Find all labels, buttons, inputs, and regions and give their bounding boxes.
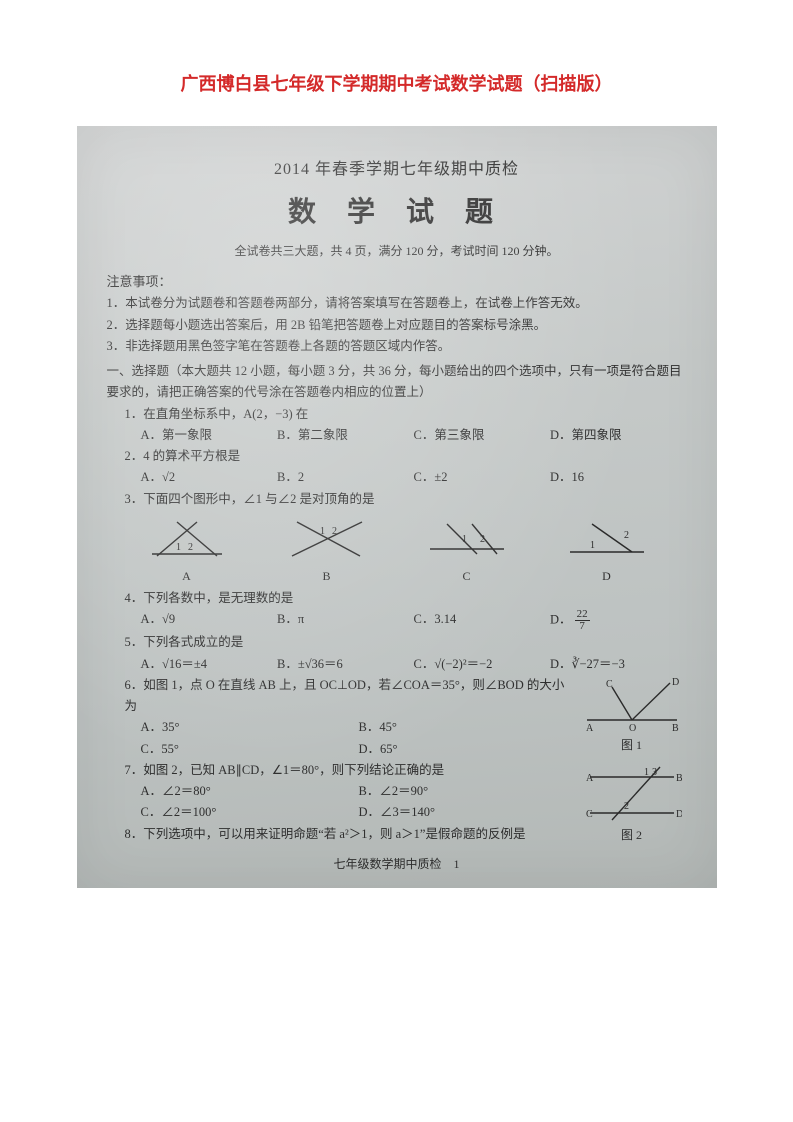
- q1-opt-a: A．第一象限: [141, 425, 278, 446]
- question-3-diagrams: 12 A 12 B 12 C 12 D: [117, 514, 677, 586]
- q1-opt-c: C．第三象限: [414, 425, 551, 446]
- q3-diagram-c: 1 2 C: [422, 514, 512, 586]
- q2-opt-d: D．16: [550, 467, 687, 488]
- notice-item-3: 3．非选择题用黑色签字笔在答题卷上各题的答题区域内作答。: [107, 336, 687, 357]
- question-5: 5．下列各式成立的是: [125, 632, 687, 653]
- section-1-heading: 一、选择题（本大题共 12 小题，每小题 3 分，共 36 分，每小题给出的四个…: [107, 361, 687, 404]
- svg-text:2: 2: [188, 542, 193, 553]
- svg-text:1: 1: [644, 767, 649, 778]
- svg-text:C: C: [606, 679, 613, 690]
- q5-opt-d: D．∛−27＝−3: [550, 654, 687, 675]
- question-4-options: A．√9 B．π C．3.14 D． 22 7: [141, 609, 687, 632]
- exam-title: 数 学 试 题: [107, 189, 687, 237]
- q3-label-d: D: [602, 569, 611, 583]
- scanned-exam-page: 2014 年春季学期七年级期中质检 数 学 试 题 全试卷共三大题，共 4 页，…: [77, 126, 717, 888]
- q4-opt-b: B．π: [277, 609, 414, 632]
- q7-opt-d: D．∠3＝140°: [359, 802, 577, 823]
- exam-subtitle: 全试卷共三大题，共 4 页，满分 120 分，考试时间 120 分钟。: [107, 241, 687, 261]
- question-5-options: A．√16＝±4 B．±√36＝6 C．√(−2)²＝−2 D．∛−27＝−3: [141, 654, 687, 675]
- q7-opt-c: C．∠2＝100°: [141, 802, 359, 823]
- q3-label-a: A: [182, 569, 191, 583]
- svg-text:2: 2: [332, 526, 337, 537]
- question-7: 7．如图 2，已知 AB∥CD，∠1＝80°，则下列结论正确的是: [125, 760, 577, 781]
- q4d-prefix: D．: [550, 613, 572, 627]
- svg-text:2: 2: [624, 801, 629, 812]
- q2-opt-a: A．√2: [141, 467, 278, 488]
- notice-item-2: 2．选择题每小题选出答案后，用 2B 铅笔把答题卷上对应题目的答案标号涂黑。: [107, 315, 687, 336]
- figure-1: A O B C D: [582, 675, 682, 735]
- svg-text:1: 1: [590, 540, 595, 551]
- q7-opt-b: B．∠2＝90°: [359, 781, 577, 802]
- page-footer: 七年级数学期中质检 1: [107, 854, 687, 874]
- q6-opt-b: B．45°: [359, 717, 577, 738]
- svg-text:B: B: [676, 773, 682, 784]
- question-8: 8．下列选项中，可以用来证明命题“若 a²＞1，则 a＞1”是假命题的反例是: [125, 824, 577, 845]
- page-title: 广西博白县七年级下学期期中考试数学试题（扫描版）: [0, 0, 793, 96]
- svg-text:1: 1: [462, 534, 467, 545]
- question-6: 6．如图 1，点 O 在直线 AB 上，且 OC⊥OD，若∠COA＝35°，则∠…: [125, 675, 577, 718]
- question-7-options: A．∠2＝80° B．∠2＝90° C．∠2＝100° D．∠3＝140°: [141, 781, 577, 824]
- q1-opt-b: B．第二象限: [277, 425, 414, 446]
- q4-opt-c: C．3.14: [414, 609, 551, 632]
- question-6-options: A．35° B．45° C．55° D．65°: [141, 717, 577, 760]
- svg-text:A: A: [586, 773, 594, 784]
- q3-diagram-d: 1 2 D: [562, 514, 652, 586]
- figure-2-label: 图 2: [577, 825, 687, 845]
- svg-text:1: 1: [320, 526, 325, 537]
- q2-opt-c: C．±2: [414, 467, 551, 488]
- q6-q7-row: 6．如图 1，点 O 在直线 AB 上，且 OC⊥OD，若∠COA＝35°，则∠…: [107, 675, 687, 846]
- q7-opt-a: A．∠2＝80°: [141, 781, 359, 802]
- q3-diagram-a: 12 A: [142, 514, 232, 586]
- q4d-fraction: 22 7: [575, 609, 590, 632]
- svg-text:D: D: [672, 677, 679, 688]
- q3-label-b: B: [322, 569, 330, 583]
- question-2-options: A．√2 B．2 C．±2 D．16: [141, 467, 687, 488]
- question-4: 4．下列各数中，是无理数的是: [125, 588, 687, 609]
- q6-opt-d: D．65°: [359, 739, 577, 760]
- question-3: 3．下面四个图形中，∠1 与∠2 是对顶角的是: [125, 489, 687, 510]
- svg-text:2: 2: [624, 530, 629, 541]
- svg-text:3: 3: [652, 767, 657, 778]
- question-2: 2．4 的算术平方根是: [125, 446, 687, 467]
- question-1-options: A．第一象限 B．第二象限 C．第三象限 D．第四象限: [141, 425, 687, 446]
- q5-opt-c: C．√(−2)²＝−2: [414, 654, 551, 675]
- figure-2: A B C D 13 2: [582, 755, 682, 825]
- q6-opt-c: C．55°: [141, 739, 359, 760]
- svg-text:D: D: [676, 809, 682, 820]
- figure-1-label: 图 1: [577, 735, 687, 755]
- svg-text:O: O: [629, 723, 636, 734]
- svg-text:2: 2: [480, 534, 485, 545]
- q2-opt-b: B．2: [277, 467, 414, 488]
- q1-opt-d: D．第四象限: [550, 425, 687, 446]
- q4d-den: 7: [575, 621, 590, 632]
- svg-text:C: C: [586, 809, 593, 820]
- question-1: 1．在直角坐标系中，A(2，−3) 在: [125, 404, 687, 425]
- q5-opt-a: A．√16＝±4: [141, 654, 278, 675]
- q3-diagram-b: 12 B: [282, 514, 372, 586]
- q4-opt-d: D． 22 7: [550, 609, 687, 632]
- notice-item-1: 1．本试卷分为试题卷和答题卷两部分，请将答案填写在答题卷上，在试卷上作答无效。: [107, 293, 687, 314]
- notice-heading: 注意事项：: [107, 271, 687, 293]
- q3-label-c: C: [462, 569, 470, 583]
- q4-opt-a: A．√9: [141, 609, 278, 632]
- svg-text:1: 1: [176, 542, 181, 553]
- svg-text:A: A: [586, 723, 594, 734]
- q5-opt-b: B．±√36＝6: [277, 654, 414, 675]
- svg-text:B: B: [672, 723, 679, 734]
- q6-opt-a: A．35°: [141, 717, 359, 738]
- exam-header: 2014 年春季学期七年级期中质检: [107, 156, 687, 183]
